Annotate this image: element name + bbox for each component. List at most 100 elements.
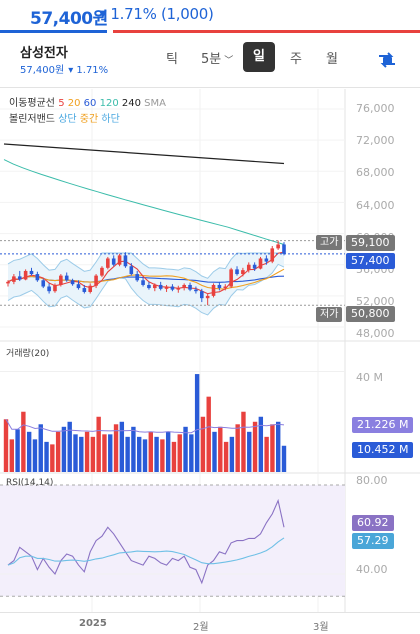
candle-body xyxy=(235,269,239,275)
sma-label: SMA xyxy=(144,98,166,109)
tab-indicator-red xyxy=(113,30,420,33)
candle-body xyxy=(94,275,98,286)
candle-body xyxy=(106,258,110,268)
period-tick[interactable]: 틱 xyxy=(166,52,178,67)
high-value-tag: 59,100 xyxy=(346,235,395,251)
bollinger-band-fill xyxy=(8,253,284,315)
volume-bar xyxy=(9,439,14,472)
ma-legend-title: 이동평균선 xyxy=(9,98,55,109)
ma60-label: 60 xyxy=(83,98,97,109)
date-axis: 2025 2월 3월 xyxy=(0,612,420,634)
stock-sub-price: 57,400원 xyxy=(20,65,65,76)
volume-bar xyxy=(61,426,67,472)
volume-bar xyxy=(55,431,61,472)
rsi-panel-label: RSI(14,14) xyxy=(6,478,54,488)
chart-canvas[interactable] xyxy=(0,89,420,612)
volume-ma-line xyxy=(5,419,285,434)
ma120-line xyxy=(3,159,285,245)
period-month[interactable]: 월 xyxy=(326,52,338,67)
chart-area[interactable]: 이동평균선 5 20 60 120 240 SMA 볼린저밴드 상단 중간 하단… xyxy=(0,89,420,634)
price-axis-tick: 48,000 xyxy=(356,327,395,340)
volume-current-tag: 10.452 M xyxy=(352,442,414,458)
volume-bar xyxy=(264,436,269,472)
volume-ma-tag: 21.226 M xyxy=(352,417,414,433)
quote-price: 57,400원 xyxy=(30,9,108,29)
period-week[interactable]: 주 xyxy=(290,52,302,67)
ma240-line xyxy=(3,143,285,165)
price-axis-tick: 64,000 xyxy=(356,199,395,212)
volume-bar xyxy=(73,434,78,472)
candle-body xyxy=(82,288,87,292)
price-axis-tick: 68,000 xyxy=(356,166,395,179)
current-price-tag: 57,400 xyxy=(346,253,395,269)
volume-bar xyxy=(229,436,235,472)
volume-bar xyxy=(113,424,119,472)
candle-body xyxy=(88,285,93,292)
candle-body xyxy=(111,258,116,265)
volume-bar xyxy=(137,436,142,472)
candle-body xyxy=(59,275,63,285)
volume-bar xyxy=(50,444,55,472)
candle-body xyxy=(270,248,275,262)
ma240-label: 240 xyxy=(121,98,141,109)
volume-bar xyxy=(183,426,188,472)
period-5min[interactable]: 5분 ﹀ xyxy=(201,48,233,67)
volume-bar xyxy=(26,431,32,472)
volume-bar xyxy=(270,424,275,472)
volume-bar xyxy=(160,439,165,472)
quote-change-text: 1.71% (1,000) xyxy=(110,5,214,23)
rsi-signal-tag: 57.29 xyxy=(352,533,394,549)
volume-bar xyxy=(235,424,240,472)
rsi-axis-tick: 40.00 xyxy=(356,563,388,576)
candle-body xyxy=(252,264,257,269)
rsi-line xyxy=(7,498,285,585)
volume-bar xyxy=(32,439,38,472)
volume-bar xyxy=(171,441,177,472)
volume-bar xyxy=(247,431,252,472)
active-tab-indicator xyxy=(0,30,107,33)
candle-body xyxy=(176,288,181,290)
candle-body xyxy=(188,284,192,290)
candle-body xyxy=(29,270,34,275)
rsi-value-tag: 60.92 xyxy=(352,515,394,531)
candle-body xyxy=(12,276,16,282)
candle-body xyxy=(211,284,216,296)
volume-bar xyxy=(194,374,200,472)
bb-upper-label: 상단 xyxy=(58,114,77,125)
candle-body xyxy=(6,281,10,284)
candle-body xyxy=(282,244,286,254)
bb-upper-line xyxy=(7,252,284,279)
volume-axis-tick: 40 M xyxy=(356,371,383,384)
candle-body xyxy=(199,291,204,299)
volume-bar xyxy=(154,436,159,472)
candle-body xyxy=(182,284,186,289)
period-5min-label: 5분 xyxy=(201,52,222,67)
stock-name[interactable]: 삼성전자 xyxy=(20,46,68,61)
bb-legend-title: 볼린저밴드 xyxy=(9,114,55,125)
chart-header: 삼성전자 57,400원 ▾ 1.71% 틱 5분 ﹀ 일 주 월 xyxy=(0,33,420,88)
candle-body xyxy=(64,275,69,281)
bb-lower-line xyxy=(7,263,285,316)
quote-bar: 57,400원 ▼ 1.71% (1,000) xyxy=(0,0,420,32)
volume-bar xyxy=(125,436,130,472)
volume-bar xyxy=(206,396,211,472)
chart-layout-icon[interactable] xyxy=(376,49,398,71)
candle-body xyxy=(205,295,210,299)
candle-body xyxy=(53,284,57,292)
rsi-zone-fill xyxy=(0,485,345,597)
volume-bar xyxy=(131,426,136,472)
low-label-tag: 저가 xyxy=(316,307,343,322)
candle-body xyxy=(223,286,228,289)
volume-bar xyxy=(44,441,49,472)
candle-body xyxy=(70,280,75,285)
period-day[interactable]: 일 xyxy=(243,42,275,72)
high-label-tag: 고가 xyxy=(316,235,343,250)
stock-sub-info: 57,400원 ▾ 1.71% xyxy=(20,61,108,76)
price-axis-tick: 72,000 xyxy=(356,134,395,147)
candle-body xyxy=(23,270,28,280)
ma20-line xyxy=(7,268,285,290)
candle-body xyxy=(147,284,151,289)
candle-body xyxy=(100,267,104,276)
volume-bar xyxy=(258,416,264,472)
volume-bar xyxy=(79,436,84,472)
